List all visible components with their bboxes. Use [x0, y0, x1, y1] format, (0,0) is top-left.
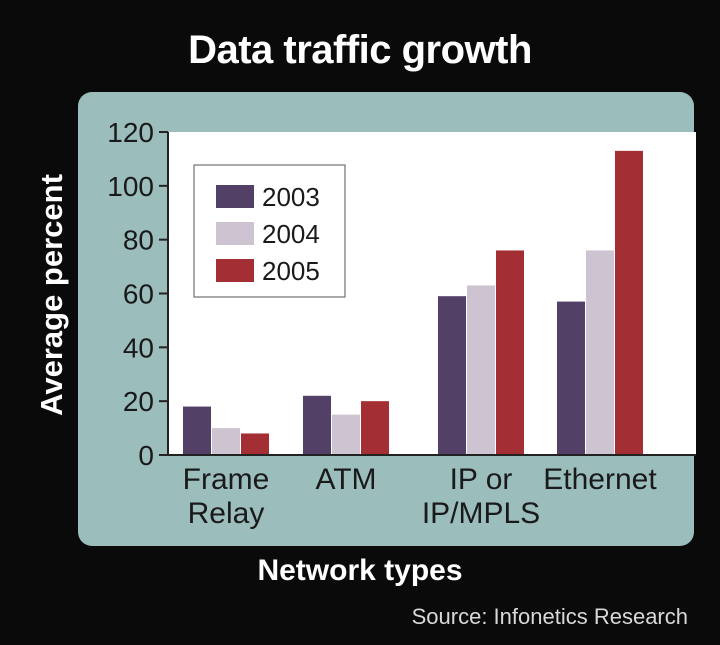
y-axis-label: Average percent — [34, 174, 69, 416]
x-category-label: Relay — [188, 497, 265, 530]
y-tick-label: 120 — [107, 117, 154, 148]
bar-2005-0 — [241, 433, 269, 455]
bar-2005-3 — [615, 150, 643, 455]
source-note: Source: Infonetics Research — [411, 604, 688, 629]
x-category-label: ATM — [315, 463, 376, 496]
legend-label-2005: 2005 — [262, 256, 320, 286]
x-category-label: IP or — [450, 463, 513, 496]
y-tick-label: 40 — [123, 332, 154, 363]
chart-title: Data traffic growth — [188, 28, 532, 72]
x-category-label: IP/MPLS — [422, 497, 540, 530]
y-tick-label: 80 — [123, 225, 154, 256]
x-axis-label: Network types — [257, 554, 463, 587]
y-tick-label: 100 — [107, 171, 154, 202]
bar-2004-1 — [332, 414, 360, 455]
bar-2005-1 — [361, 401, 389, 455]
legend-label-2004: 2004 — [262, 219, 320, 249]
bar-2003-1 — [303, 395, 331, 455]
y-tick-label: 20 — [123, 386, 154, 417]
bar-2005-2 — [496, 250, 524, 455]
bar-2003-2 — [438, 296, 466, 455]
legend-swatch-2005 — [216, 259, 254, 282]
legend-swatch-2004 — [216, 222, 254, 245]
bar-2004-0 — [212, 428, 240, 455]
y-tick-label: 0 — [138, 440, 154, 471]
bar-2004-2 — [467, 285, 495, 455]
legend-label-2003: 2003 — [262, 182, 320, 212]
bar-2004-3 — [586, 250, 614, 455]
x-category-label: Frame — [183, 463, 270, 496]
bar-2003-3 — [557, 301, 585, 455]
y-tick-label: 60 — [123, 279, 154, 310]
bar-2003-0 — [183, 406, 211, 455]
legend-swatch-2003 — [216, 185, 254, 208]
x-category-label: Ethernet — [543, 463, 657, 496]
